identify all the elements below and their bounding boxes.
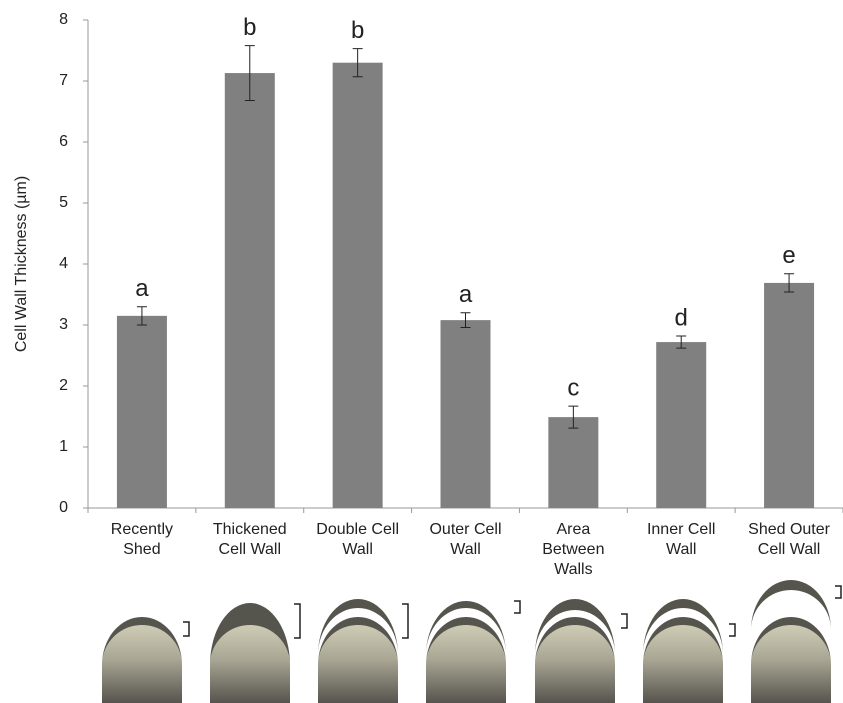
- y-tick-label: 3: [59, 316, 68, 333]
- bar: [333, 63, 383, 508]
- annotation: a: [459, 281, 473, 308]
- x-tick-label: Recently Shed: [88, 520, 196, 560]
- diagram: [643, 599, 735, 703]
- diagram: [751, 580, 841, 703]
- x-tick-label: Double Cell Wall: [304, 520, 412, 560]
- diagram: [318, 599, 408, 703]
- chart: Cell Wall Thickness (µm) 0: [0, 0, 843, 703]
- bar: [548, 417, 598, 508]
- bar: [117, 316, 167, 508]
- bar: [441, 320, 491, 508]
- diagram: [426, 601, 520, 703]
- diagrams: [102, 580, 841, 703]
- y-tick-label: 2: [59, 377, 68, 394]
- page: Cell Wall Thickness (µm) 0: [0, 0, 843, 703]
- y-axis-title: Cell Wall Thickness (µm): [13, 176, 30, 352]
- annotation: a: [135, 275, 149, 302]
- x-tick-label: Area Between Walls: [519, 520, 627, 580]
- y-tick-label: 1: [59, 438, 68, 455]
- annotation: b: [351, 17, 364, 44]
- y-tick-label: 0: [59, 499, 68, 516]
- annotation: e: [782, 242, 795, 269]
- x-tick-label: Inner Cell Wall: [627, 520, 735, 560]
- bar: [656, 342, 706, 508]
- y-tick-label: 4: [59, 255, 68, 272]
- bar: [225, 73, 275, 508]
- annotation: d: [675, 304, 688, 331]
- x-tick-label: Outer Cell Wall: [412, 520, 520, 560]
- y-tick-label: 8: [59, 11, 68, 28]
- y-tick-label: 6: [59, 133, 68, 150]
- diagram: [210, 603, 300, 703]
- annotation: c: [567, 374, 579, 401]
- bar: [764, 283, 814, 508]
- y-tick-label: 5: [59, 194, 68, 211]
- x-tick-label: Shed Outer Cell Wall: [735, 520, 843, 560]
- diagram: [102, 617, 189, 703]
- diagram: [535, 599, 627, 703]
- x-tick-label: Thickened Cell Wall: [196, 520, 304, 560]
- y-tick-label: 7: [59, 72, 68, 89]
- annotation: b: [243, 14, 256, 41]
